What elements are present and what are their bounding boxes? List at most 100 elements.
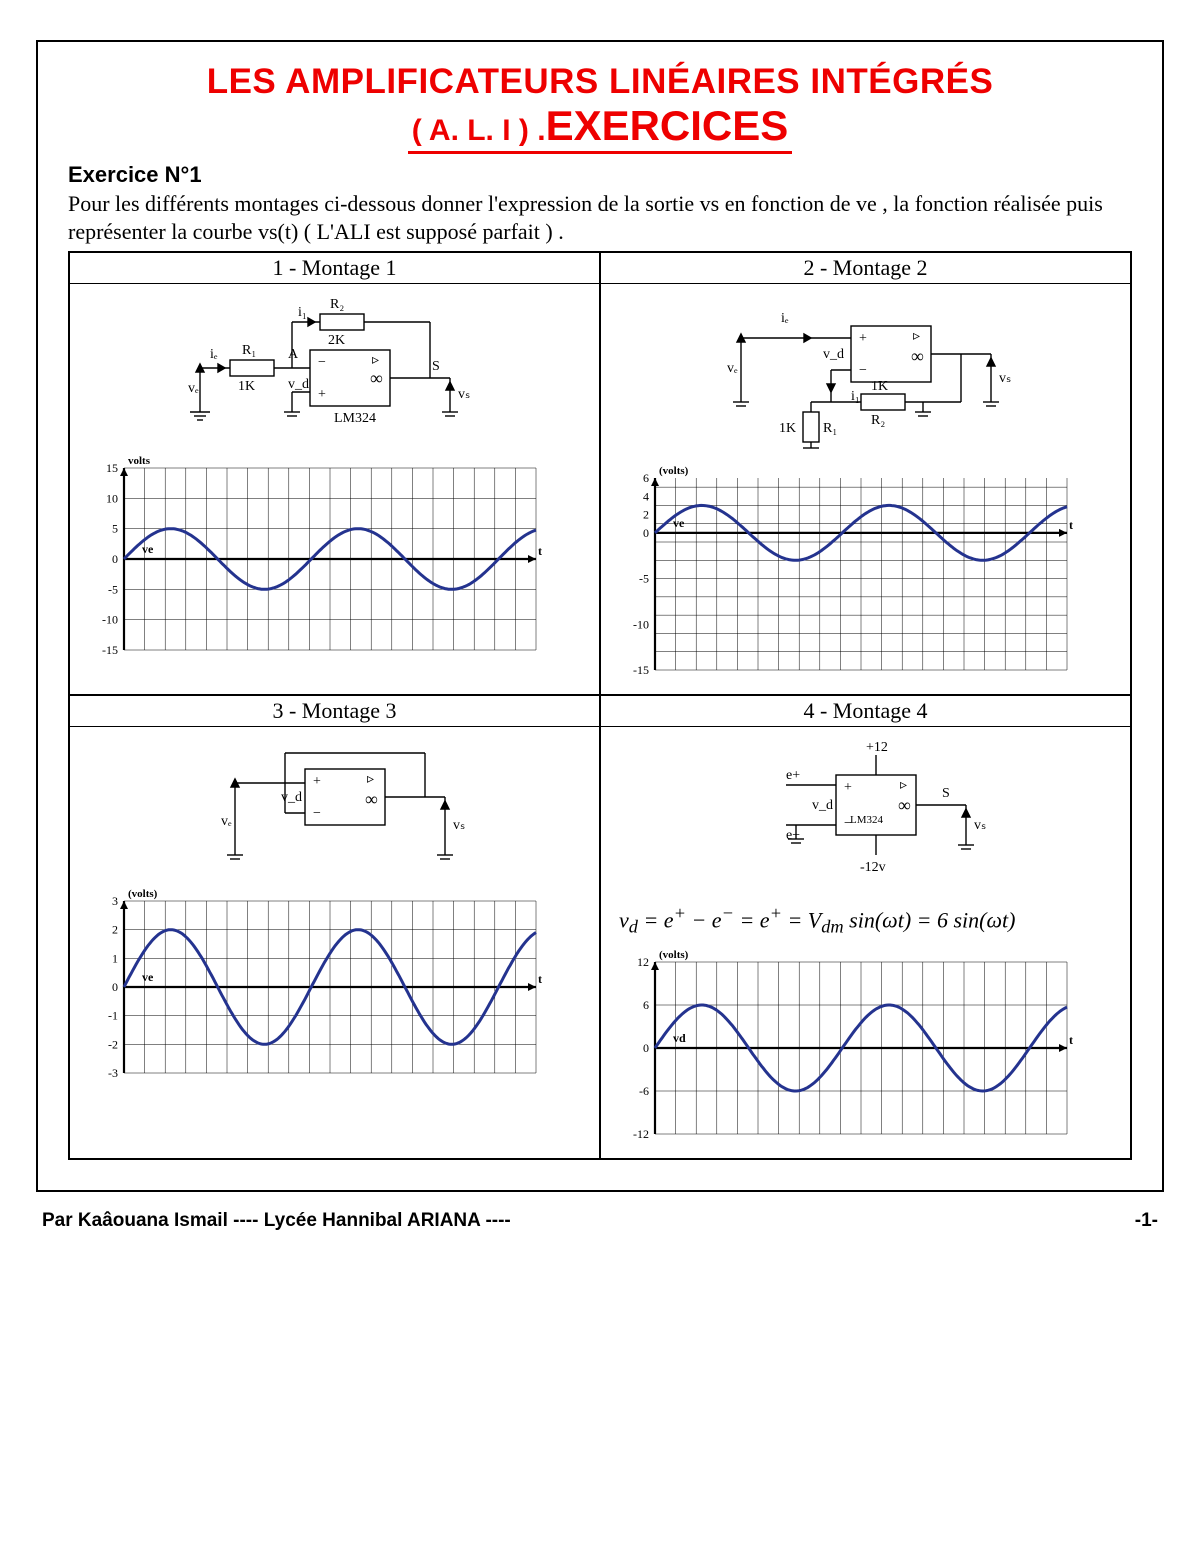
svg-text:1K: 1K [779,421,796,436]
page-frame: LES AMPLIFICATEURS LINÉAIRES INTÉGRÉS ( … [36,40,1164,1192]
svg-text:2: 2 [112,923,118,937]
cell-head-4: 4 - Montage 4 [601,696,1130,727]
svg-text:▹: ▹ [900,778,907,793]
cell-head-2: 2 - Montage 2 [601,253,1130,284]
svg-text:10: 10 [106,491,118,505]
svg-text:-5: -5 [639,572,649,586]
svg-text:R₁: R₁ [242,343,256,358]
svg-text:0: 0 [643,1041,649,1055]
svg-text:(volts): (volts) [659,949,689,961]
exercise-body: Pour les différents montages ci-dessous … [68,190,1132,245]
svg-text:e+: e+ [786,768,800,783]
svg-text:(volts): (volts) [659,465,689,477]
svg-text:iₑ: iₑ [781,311,789,326]
cell-head-3: 3 - Montage 3 [70,696,599,727]
footer-left: Par Kaâouana Ismail ---- Lycée Hannibal … [42,1210,511,1232]
svg-text:▹: ▹ [372,353,379,368]
svg-text:∞: ∞ [370,368,383,388]
chart-m4: t-12-60612(volts)vd [611,944,1081,1144]
svg-text:S: S [432,359,440,374]
circuit-m2: vₑ iₑ + − ▹ [701,292,1031,452]
svg-text:4: 4 [643,489,649,503]
svg-text:t: t [1069,518,1073,532]
svg-text:vₑ: vₑ [727,361,738,376]
svg-text:v_d: v_d [281,790,302,805]
svg-text:v_d: v_d [812,798,833,813]
circuit-m4: +12 + − ▹ ∞ LM324 -12v [716,735,1016,895]
svg-text:R₂: R₂ [871,413,885,428]
svg-text:t: t [1069,1033,1073,1047]
svg-text:A: A [288,347,299,362]
svg-text:ve: ve [142,970,154,984]
circuit-m1: vₑ iₑ R₁ [170,292,500,442]
chart-m1: t-15-10-5051015voltsve [80,450,550,660]
svg-text:1K: 1K [871,379,888,394]
svg-text:5: 5 [112,522,118,536]
svg-text:0: 0 [643,526,649,540]
svg-text:15: 15 [106,461,118,475]
cell-head-1: 1 - Montage 1 [70,253,599,284]
svg-text:+: + [844,780,852,795]
svg-text:−: − [313,806,321,821]
svg-text:1: 1 [112,951,118,965]
cell-montage-1: 1 - Montage 1 vₑ [69,252,600,695]
svg-text:-10: -10 [102,613,118,627]
svg-text:(volts): (volts) [128,888,158,900]
svg-text:+: + [318,387,326,402]
footer: Par Kaâouana Ismail ---- Lycée Hannibal … [36,1210,1164,1232]
svg-text:vₛ: vₛ [999,371,1011,386]
title-ex: EXERCICES [546,102,789,149]
svg-text:-5: -5 [108,582,118,596]
svg-text:▹: ▹ [367,772,374,787]
svg-text:3: 3 [112,894,118,908]
svg-text:+12: +12 [866,740,888,755]
cell-montage-4: 4 - Montage 4 +12 + − ▹ ∞ [600,695,1131,1159]
svg-text:∞: ∞ [911,346,924,366]
svg-text:R₂: R₂ [330,297,344,312]
svg-text:-12v: -12v [860,860,886,875]
svg-text:vₛ: vₛ [458,387,470,402]
svg-text:vₛ: vₛ [974,818,986,833]
title-line2: ( A. L. I ) .EXERCICES [408,102,793,154]
svg-text:+: + [313,774,321,789]
svg-text:ve: ve [673,516,685,530]
svg-text:-2: -2 [108,1037,118,1051]
svg-text:R₁: R₁ [823,421,837,436]
svg-text:i₁: i₁ [298,305,307,320]
svg-text:volts: volts [128,455,151,467]
svg-text:1K: 1K [238,379,255,394]
svg-text:+: + [859,331,867,346]
svg-text:LM324: LM324 [850,814,884,826]
chart-m3: t-3-2-10123(volts)ve [80,883,550,1083]
svg-text:ve: ve [142,542,154,556]
title-line1: LES AMPLIFICATEURS LINÉAIRES INTÉGRÉS [68,62,1132,102]
svg-text:−: − [318,355,326,370]
svg-text:v_d: v_d [823,347,844,362]
footer-right: -1- [1135,1210,1158,1232]
svg-text:0: 0 [112,980,118,994]
svg-text:-12: -12 [633,1127,649,1141]
equation-m4: vd = e+ − e− = e+ = Vdm sin(ωt) = 6 sin(… [619,903,1120,938]
svg-text:-6: -6 [639,1084,649,1098]
cell-montage-3: 3 - Montage 3 vₑ + [69,695,600,1159]
montage-grid: 1 - Montage 1 vₑ [68,251,1132,1160]
svg-text:6: 6 [643,471,649,485]
svg-text:t: t [538,972,542,986]
circuit-m3: vₑ + − ▹ ∞ v_d [185,735,485,875]
svg-text:-15: -15 [633,663,649,677]
chart-m2: t -15 -10 -5 0 2 4 6 (volts) ve [611,460,1081,680]
svg-text:2: 2 [643,508,649,522]
svg-text:vₑ: vₑ [221,814,232,829]
svg-text:vd: vd [673,1031,686,1045]
cell-montage-2: 2 - Montage 2 vₑ iₑ [600,252,1131,695]
svg-text:2K: 2K [328,333,345,348]
svg-text:vₑ: vₑ [188,381,199,396]
svg-text:0: 0 [112,552,118,566]
svg-text:-10: -10 [633,617,649,631]
svg-text:-15: -15 [102,643,118,657]
svg-text:iₑ: iₑ [210,347,218,362]
svg-text:LM324: LM324 [334,411,376,426]
svg-text:e−: e− [786,828,800,843]
svg-text:∞: ∞ [365,789,378,809]
svg-text:-1: -1 [108,1009,118,1023]
